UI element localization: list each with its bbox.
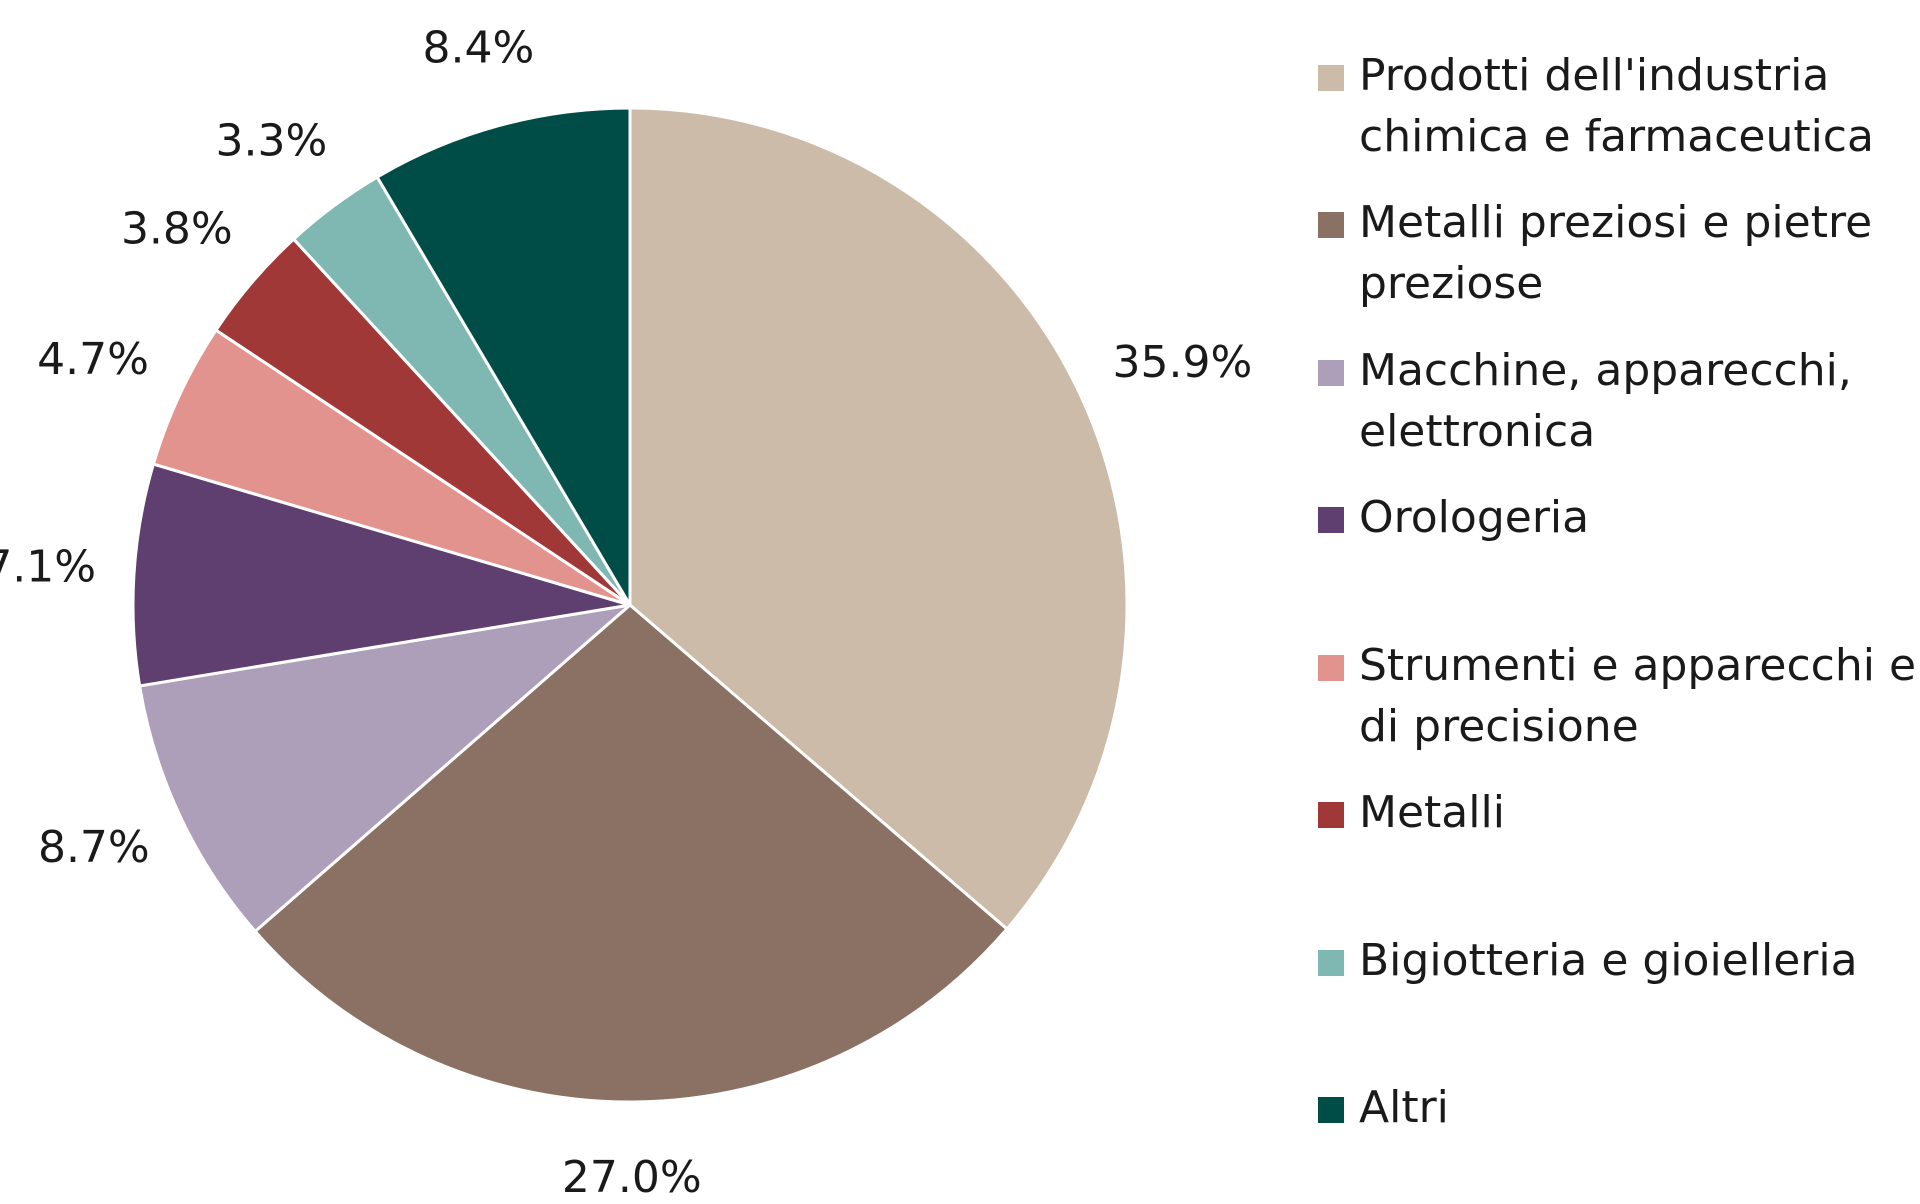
legend-item-prodotti-dell-industria-chimica-e-farmaceutica: Prodotti dell'industria chimica e farmace… xyxy=(1318,50,1874,162)
data-label-metalli-preziosi-e-pietre-preziose: 27.0% xyxy=(562,1152,702,1200)
data-label-bigiotteria-e-gioielleria: 3.3% xyxy=(216,115,328,166)
pie-slice-orologeria xyxy=(131,462,632,688)
legend-swatch-prodotti-dell-industria-chimica-e-farmaceutica xyxy=(1318,65,1344,91)
legend-swatch-macchine-apparecchi-elettronica xyxy=(1318,360,1344,386)
data-label-orologeria: 7.1% xyxy=(0,541,96,592)
legend-label-strumenti-e-apparecchi-e-di-precisione-line-1: Strumenti e apparecchi e xyxy=(1359,640,1916,691)
pie-slice-altri xyxy=(375,106,632,607)
legend-label-strumenti-e-apparecchi-e-di-precisione-line-2: di precisione xyxy=(1359,701,1639,752)
pie-slice-prodotti-dell-industria-chimica-e-farmaceutica xyxy=(628,106,1129,931)
legend-swatch-strumenti-e-apparecchi-e-di-precisione xyxy=(1318,655,1344,681)
pie-slice-metalli-preziosi-e-pietre-preziose xyxy=(253,603,1009,1104)
data-label-macchine-apparecchi-elettronica: 8.7% xyxy=(38,822,150,873)
legend-item-altri: Altri xyxy=(1318,1082,1449,1133)
legend-item-orologeria: Orologeria xyxy=(1318,492,1589,543)
legend-swatch-bigiotteria-e-gioielleria xyxy=(1318,950,1344,976)
legend-swatch-metalli-preziosi-e-pietre-preziose xyxy=(1318,212,1344,238)
legend-label-metalli-preziosi-e-pietre-preziose-line-1: Metalli preziosi e pietre xyxy=(1359,197,1872,248)
legend-label-prodotti-dell-industria-chimica-e-farmaceutica-line-2: chimica e farmaceutica xyxy=(1359,111,1874,162)
legend-item-strumenti-e-apparecchi-e-di-precisione: Strumenti e apparecchi e di precisione xyxy=(1318,640,1916,752)
legend-item-metalli-preziosi-e-pietre-preziose: Metalli preziosi e pietre preziose xyxy=(1318,197,1872,309)
pie-slice-macchine-apparecchi-elettronica xyxy=(138,603,632,933)
legend-item-macchine-apparecchi-elettronica: Macchine, apparecchi, elettronica xyxy=(1318,345,1852,457)
legend-label-prodotti-dell-industria-chimica-e-farmaceutica-line-1: Prodotti dell'industria xyxy=(1359,50,1829,101)
legend-swatch-altri xyxy=(1318,1097,1344,1123)
data-label-altri: 8.4% xyxy=(422,22,534,73)
data-label-prodotti-dell-industria-chimica-e-farmaceutica: 35.9% xyxy=(1113,337,1253,388)
legend-label-altri-line-1: Altri xyxy=(1359,1082,1449,1133)
data-label-metalli: 3.8% xyxy=(121,204,233,255)
data-label-strumenti-e-apparecchi-e-di-precisione: 4.7% xyxy=(37,334,149,385)
legend-label-macchine-apparecchi-elettronica-line-1: Macchine, apparecchi, xyxy=(1359,345,1852,396)
legend-label-metalli-line-1: Metalli xyxy=(1359,787,1505,838)
legend-label-metalli-preziosi-e-pietre-preziose-line-2: preziose xyxy=(1359,258,1543,309)
legend-item-metalli: Metalli xyxy=(1318,787,1505,838)
legend-swatch-orologeria xyxy=(1318,507,1344,533)
legend-swatch-metalli xyxy=(1318,802,1344,828)
legend-item-bigiotteria-e-gioielleria: Bigiotteria e gioielleria xyxy=(1318,935,1858,986)
legend-label-macchine-apparecchi-elettronica-line-2: elettronica xyxy=(1359,406,1595,457)
legend-label-bigiotteria-e-gioielleria-line-1: Bigiotteria e gioielleria xyxy=(1359,935,1858,986)
legend-label-orologeria-line-1: Orologeria xyxy=(1359,492,1589,543)
